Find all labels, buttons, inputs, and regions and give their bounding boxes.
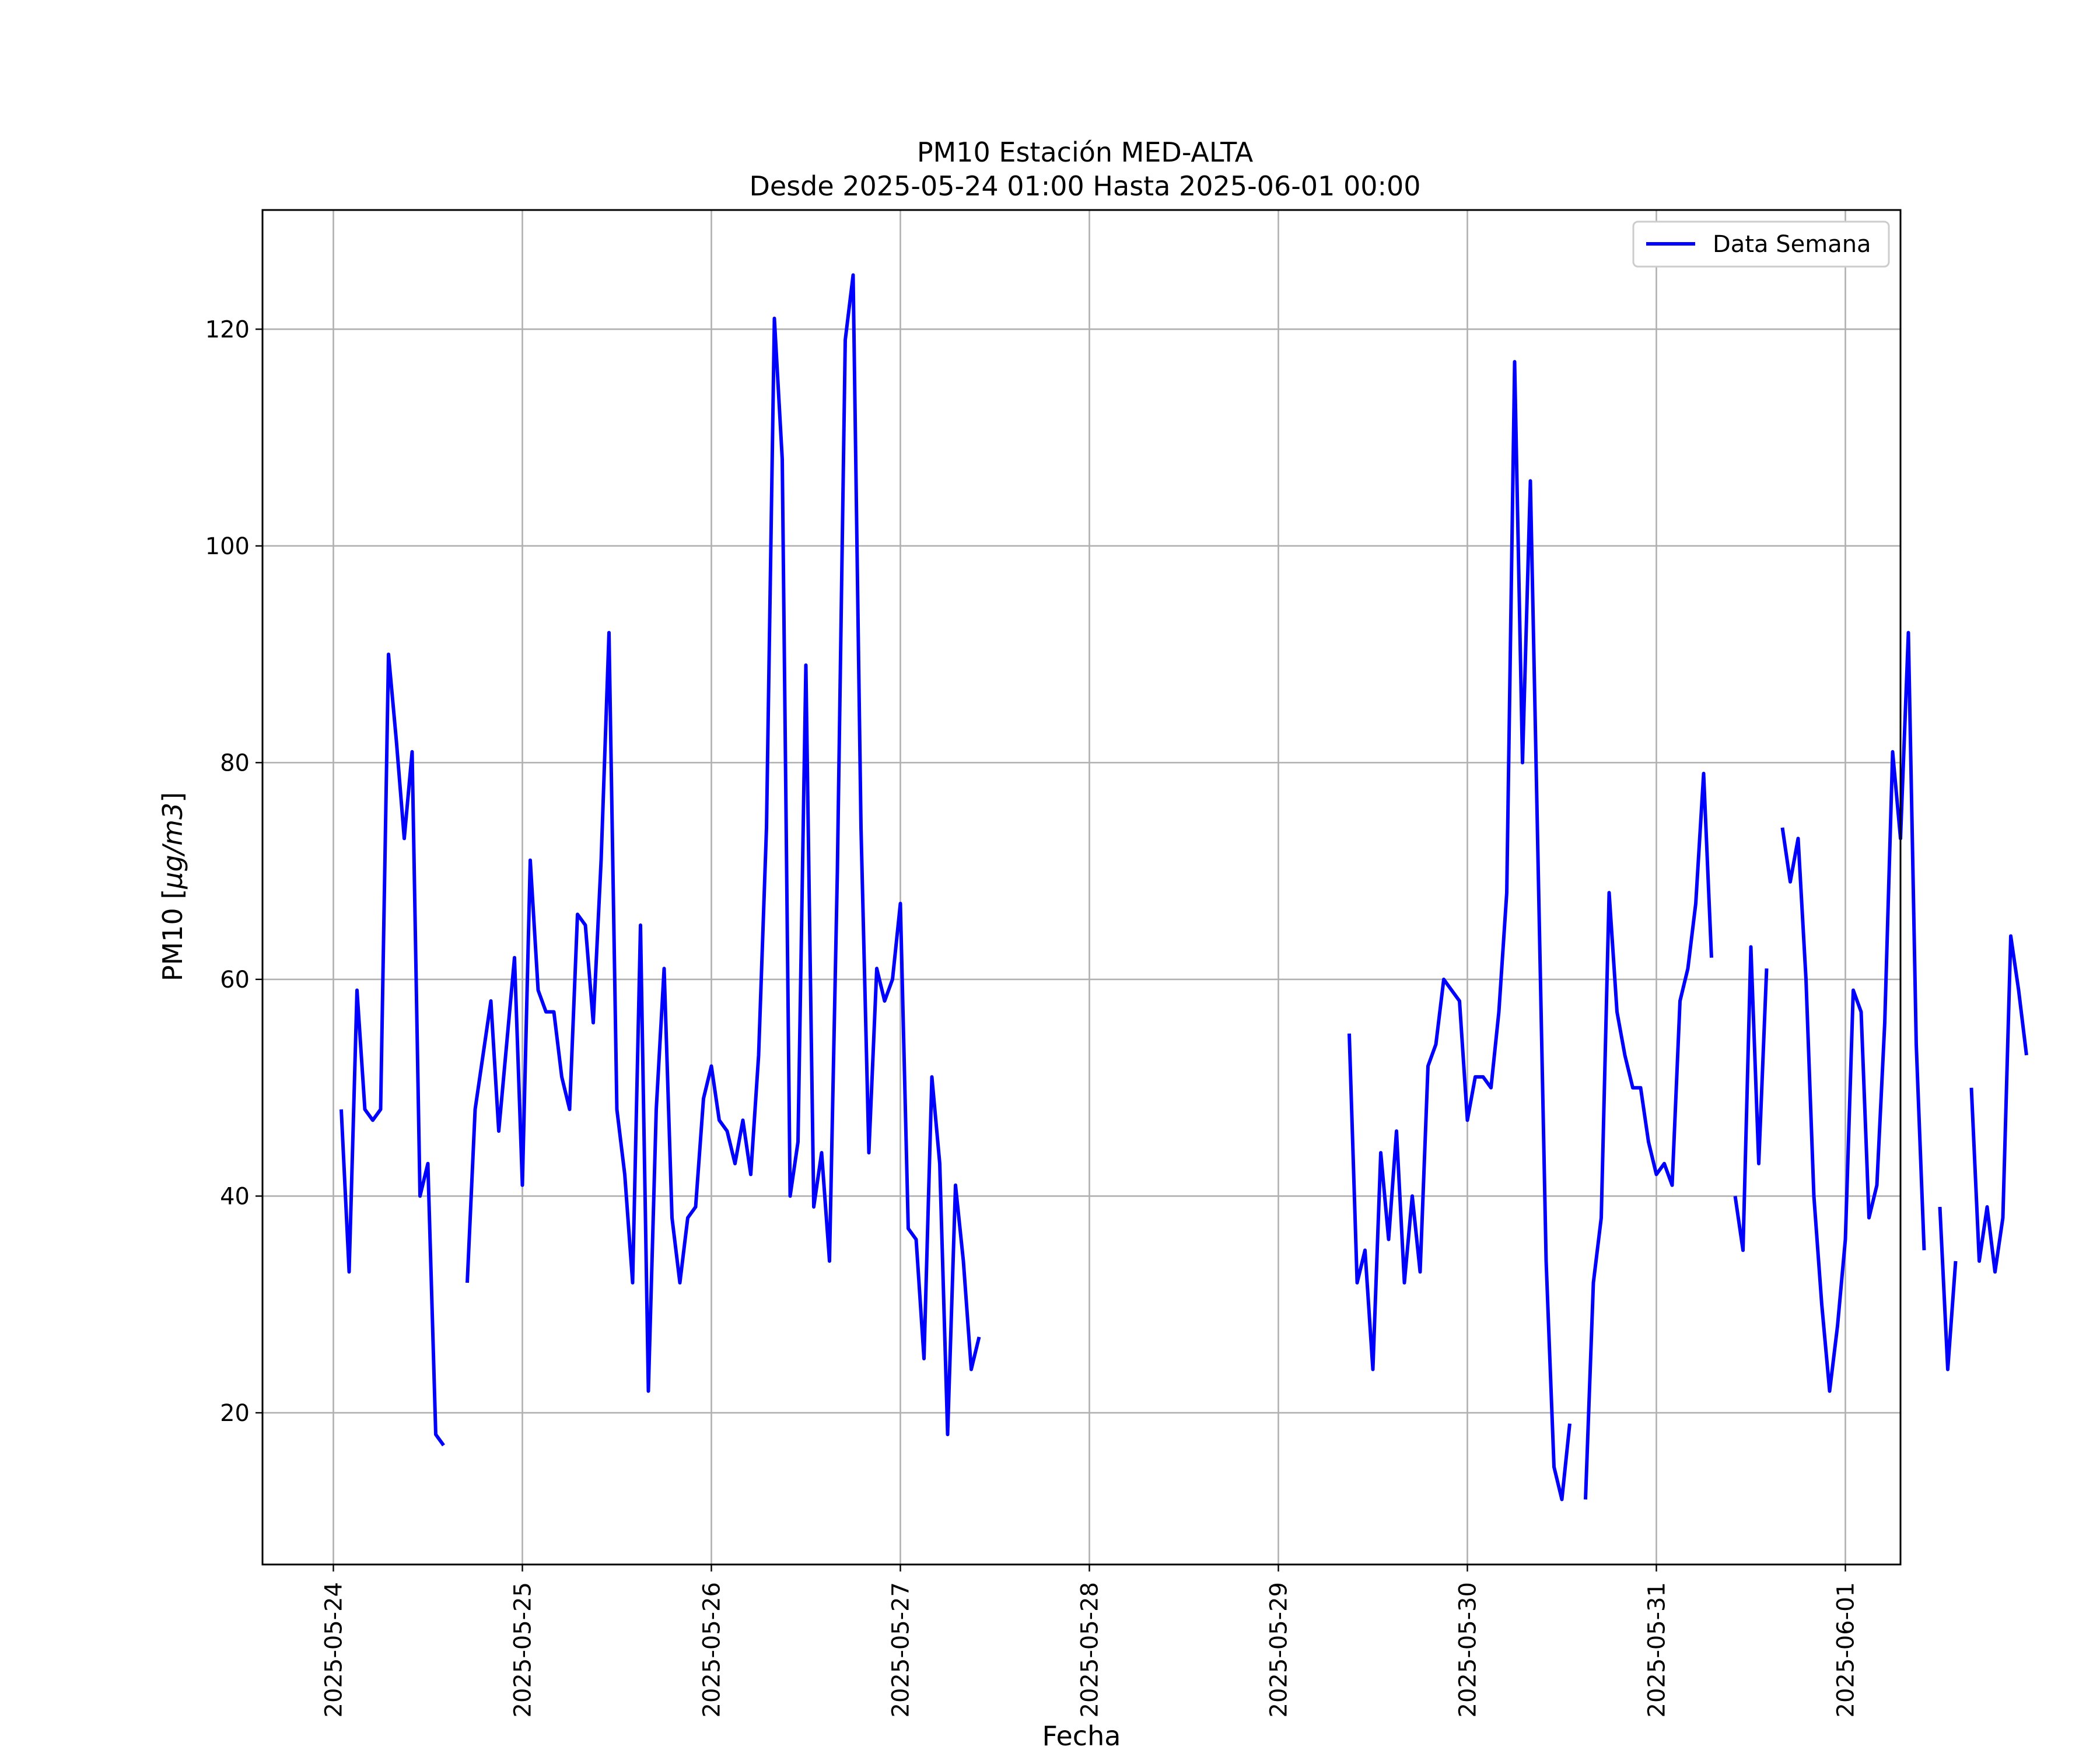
y-tick-label: 60 bbox=[220, 967, 250, 993]
y-tick-label: 40 bbox=[220, 1183, 250, 1210]
x-tick-label: 2025-05-26 bbox=[699, 1582, 726, 1717]
x-tick-label: 2025-05-27 bbox=[888, 1582, 915, 1717]
series-line-segment bbox=[1733, 945, 1769, 1252]
x-tick-label: 2025-05-31 bbox=[1644, 1582, 1671, 1717]
chart-title: PM10 Estación MED-ALTA bbox=[917, 136, 1254, 168]
y-axis-label-suffix: ] bbox=[157, 792, 188, 803]
y-axis-ticks: 20 40 60 80 100 120 bbox=[205, 316, 262, 1427]
series-line-segment bbox=[1584, 772, 1713, 1500]
plot-frame bbox=[261, 209, 1902, 1566]
x-tick-label: 2025-05-30 bbox=[1455, 1582, 1482, 1717]
series-line-segment bbox=[1348, 360, 1572, 1502]
series-layer bbox=[340, 273, 2028, 1502]
x-tick-label: 2025-05-25 bbox=[510, 1582, 537, 1717]
y-axis-label-prefix: PM10 [ bbox=[157, 889, 188, 982]
series-line-segment bbox=[466, 273, 981, 1437]
y-tick-label: 80 bbox=[220, 750, 250, 776]
y-axis-label: PM10 [μg/m3] bbox=[157, 792, 188, 982]
series-line-segment bbox=[340, 652, 445, 1447]
x-tick-label: 2025-06-01 bbox=[1833, 1582, 1860, 1717]
x-tick-label: 2025-05-24 bbox=[321, 1582, 348, 1717]
legend-box bbox=[1632, 220, 1890, 268]
x-tick-label: 2025-05-28 bbox=[1077, 1582, 1104, 1717]
series-line-segment bbox=[1938, 1206, 1958, 1371]
legend-label-data-semana: Data Semana bbox=[1713, 231, 1871, 258]
x-axis-label: Fecha bbox=[1042, 1720, 1121, 1750]
y-tick-label: 100 bbox=[205, 533, 250, 560]
grid bbox=[262, 210, 1901, 1564]
y-tick-label: 120 bbox=[205, 316, 250, 343]
x-tick-label: 2025-05-29 bbox=[1266, 1582, 1293, 1717]
x-axis-ticks: 2025-05-24 2025-05-25 2025-05-26 2025-05-27… bbox=[321, 1564, 1860, 1717]
y-tick-label: 20 bbox=[220, 1400, 250, 1427]
y-axis-label-unit: μg/m3 bbox=[157, 803, 188, 890]
legend: Data Semana bbox=[1632, 220, 1890, 268]
chart-subtitle: Desde 2025-05-24 01:00 Hasta 2025-06-01 … bbox=[749, 170, 1420, 202]
series-line-segment bbox=[1969, 934, 2028, 1274]
